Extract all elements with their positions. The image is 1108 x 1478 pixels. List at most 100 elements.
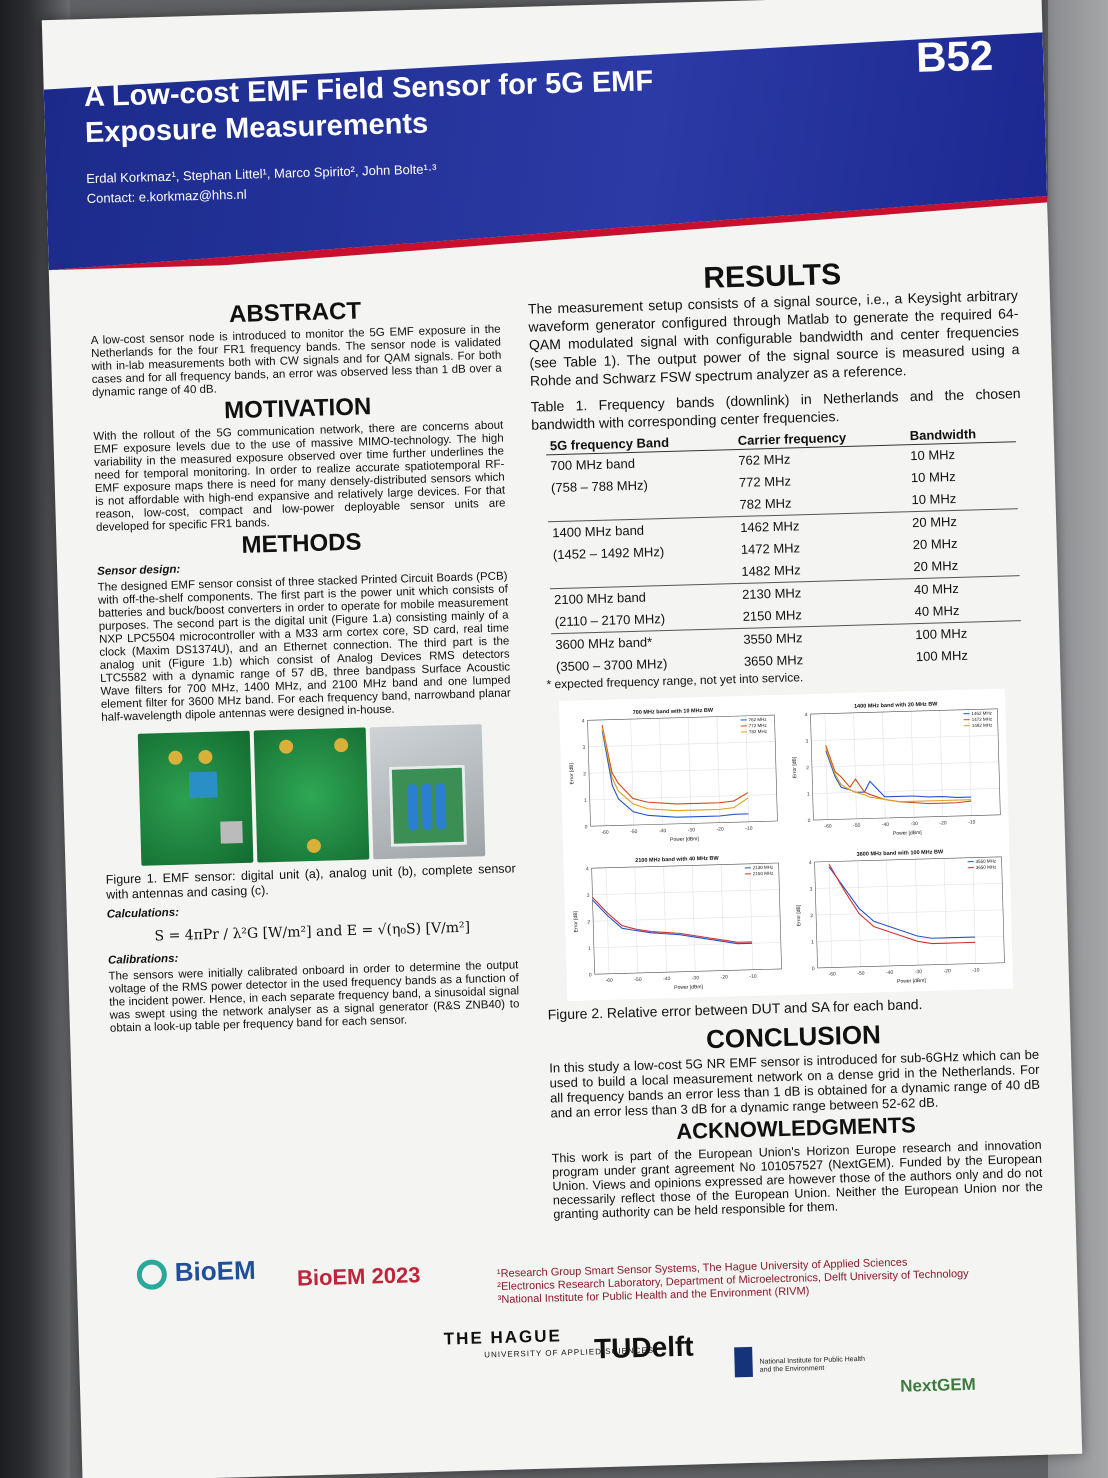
acknowledgments-heading: ACKNOWLEDGMENTS	[675, 1112, 917, 1144]
plot-area	[591, 862, 782, 975]
table-cell: 20 MHz	[912, 535, 958, 553]
figure2-charts: -60 -50 -40 -30 -20 -10 0 1 2 3 4 700 MHz band with…	[558, 688, 1014, 1001]
results-heading: RESULTS	[702, 258, 842, 295]
y-tick-label: 4	[805, 712, 808, 718]
x-tick-label: -40	[886, 970, 894, 976]
y-tick-label: 4	[809, 860, 812, 866]
y-tick-label: 3	[809, 887, 812, 893]
complete-sensor-photo	[369, 724, 486, 860]
x-tick-label: -50	[857, 971, 865, 977]
grid-line	[939, 710, 944, 817]
methods-heading: METHODS	[241, 528, 362, 559]
y-axis-label: Error [dB]	[796, 904, 803, 926]
legend-entry: 1482 MHz	[972, 722, 993, 728]
y-axis-label: Error [dB]	[792, 756, 799, 778]
series-line	[825, 750, 972, 799]
table-cell: 20 MHz	[913, 557, 959, 575]
abstract-text: A low-cost sensor node is introduced to …	[90, 323, 502, 399]
chart-0: -60 -50 -40 -30 -20 -10 0 1 2 3 4 700 MHz band with…	[565, 700, 784, 847]
x-axis-label: Power [dBm]	[670, 836, 699, 843]
y-tick-label: 3	[805, 739, 808, 745]
grid-line	[601, 719, 606, 826]
poster-code: B52	[915, 31, 994, 81]
legend-entry: 3650 MHz	[976, 864, 997, 870]
legend-entry: 3550 MHz	[976, 858, 997, 864]
series-line	[601, 727, 749, 812]
series-line	[601, 725, 749, 805]
grid-line	[972, 857, 977, 964]
figure1-photos	[137, 723, 516, 866]
legend-entry: 2150 MHz	[753, 871, 774, 877]
grid-line	[593, 915, 781, 922]
chart-2: -60 -50 -40 -30 -20 -10 0 1 2 3 4 2100 MHz band wit…	[569, 848, 789, 995]
x-tick-label: -50	[634, 977, 642, 983]
motivation-text: With the rollout of the 5G communication…	[93, 419, 506, 534]
table-cell: 20 MHz	[907, 508, 1019, 535]
x-axis-label: Power [dBm]	[897, 978, 926, 985]
table-cell: 40 MHz	[914, 602, 960, 620]
x-axis-label: Power [dBm]	[674, 984, 703, 991]
x-tick-label: -30	[911, 821, 919, 827]
y-tick-label: 0	[808, 818, 811, 824]
grid-line	[749, 863, 754, 970]
grid-line	[943, 858, 948, 965]
x-tick-label: -40	[663, 976, 671, 982]
right-column: RESULTS The measurement setup consists o…	[527, 255, 1044, 1225]
rivm-logo-text: National Institute for Public Health and…	[759, 1355, 866, 1374]
grid-line	[605, 867, 610, 974]
grid-line	[593, 942, 781, 948]
x-tick-label: -60	[601, 830, 609, 836]
affiliations: ¹Research Group Smart Sensor Systems, Th…	[497, 1255, 969, 1307]
series-line	[828, 863, 976, 945]
y-tick-label: 2	[810, 913, 813, 919]
x-tick-label: -60	[824, 824, 832, 830]
sensor-design-text: The designed EMF sensor consist of three…	[97, 570, 511, 724]
grid-line	[914, 859, 919, 966]
calibrations-text: The sensors were initially calibrated on…	[108, 959, 520, 1035]
chart-svg: -60 -50 -40 -30 -20 -10 0 1 2 3 4 700 MHz band with…	[569, 708, 778, 843]
x-tick-label: -20	[716, 827, 724, 833]
y-tick-label: 0	[589, 972, 592, 978]
chart-1: -60 -50 -40 -30 -20 -10 0 1 2 3 4 1400 MHz band wit…	[788, 694, 1007, 841]
y-tick-label: 3	[587, 893, 590, 899]
digital-unit-photo	[137, 730, 254, 866]
grid-line	[720, 864, 725, 971]
chart-svg: -60 -50 -40 -30 -20 -10 0 1 2 3 4 3600 MHz band wit…	[796, 849, 1005, 985]
y-tick-label: 2	[587, 919, 590, 925]
x-tick-label: -30	[915, 969, 923, 975]
chart-title: 700 MHz band with 10 MHz BW	[633, 708, 714, 716]
grid-line	[815, 882, 1003, 889]
grid-line	[687, 717, 692, 824]
grid-line	[910, 711, 915, 818]
series-line	[592, 896, 753, 943]
x-tick-label: -60	[828, 971, 836, 977]
y-tick-label: 3	[582, 745, 585, 751]
the-hague-logo: THE HAGUE	[443, 1326, 563, 1349]
x-tick-label: -10	[749, 974, 757, 980]
grid-line	[816, 909, 1004, 916]
frequency-table: 5G frequency Band Carrier frequency Bandwi…	[545, 424, 1023, 679]
table-body: 700 MHz band 762 MHz 10 MHz (758 – 788 MHz)…	[546, 441, 1022, 679]
bioem-2023-logo: BioEM 2023	[296, 1262, 421, 1291]
grid-line	[828, 861, 833, 968]
grid-line	[634, 867, 639, 973]
table-cell: 10 MHz	[905, 441, 1017, 468]
table-cell: 10 MHz	[910, 468, 956, 486]
grid-line	[588, 741, 776, 748]
y-tick-label: 0	[585, 824, 588, 830]
grid-line	[882, 712, 886, 819]
grid-line	[592, 889, 780, 896]
conclusion-heading: CONCLUSION	[705, 1019, 882, 1055]
x-tick-label: -20	[943, 968, 951, 974]
grid-line	[968, 709, 972, 816]
x-tick-label: -30	[688, 827, 696, 833]
y-tick-label: 1	[807, 792, 810, 798]
grid-line	[716, 716, 721, 823]
rivm-logo-icon	[734, 1346, 753, 1378]
y-tick-label: 1	[588, 946, 591, 952]
grid-line	[692, 865, 696, 972]
chart-title: 2100 MHz band with 40 MHz BW	[635, 856, 719, 864]
x-tick-label: -40	[659, 828, 667, 834]
y-axis-label: Error [dB]	[573, 910, 580, 932]
chart-3: -60 -50 -40 -30 -20 -10 0 1 2 3 4 3600 MHz band wit…	[792, 842, 1012, 989]
